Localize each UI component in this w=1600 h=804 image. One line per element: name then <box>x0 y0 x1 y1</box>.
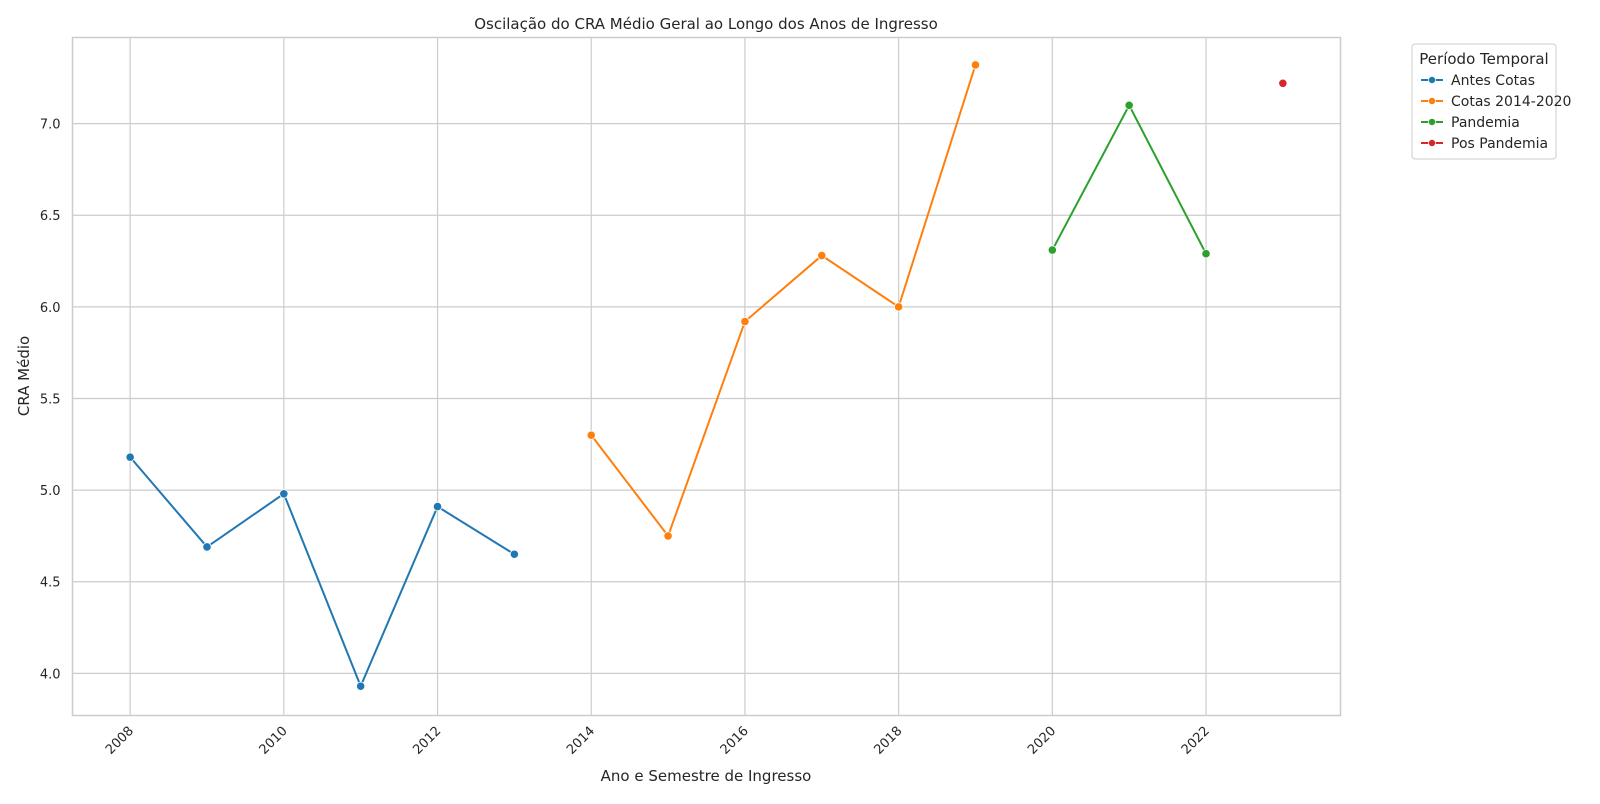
plot-frame <box>71 36 1342 717</box>
legend-label: Antes Cotas <box>1451 73 1535 89</box>
legend-item: Pos Pandemia <box>1421 136 1548 152</box>
data-point <box>970 60 981 70</box>
data-point <box>279 489 289 499</box>
y-tick-label: 7.0 <box>40 118 61 133</box>
data-point <box>356 681 366 691</box>
legend-marker <box>1428 118 1436 126</box>
x-tick-label: 2020 <box>1025 724 1059 758</box>
grid <box>72 37 1341 716</box>
legend-label: Cotas 2014-2020 <box>1451 94 1571 110</box>
x-tick-label: 2014 <box>564 724 598 758</box>
x-axis-label: Ano e Semestre de Ingresso <box>601 767 812 785</box>
series-line <box>129 456 515 689</box>
legend-marker <box>1428 97 1436 105</box>
series-layer <box>125 60 1288 691</box>
legend-item: Cotas 2014-2020 <box>1421 94 1571 110</box>
series-line <box>590 64 977 538</box>
data-point <box>202 542 212 552</box>
y-tick-label: 5.0 <box>40 484 61 499</box>
series-line <box>1051 103 1207 255</box>
data-point <box>894 302 904 312</box>
y-tick-label: 6.5 <box>40 209 61 224</box>
series-antes-cotas <box>125 452 519 691</box>
legend-marker <box>1428 76 1436 84</box>
data-point <box>432 502 443 512</box>
legend-marker <box>1428 139 1436 147</box>
tick-labels: 2008 2010 2012 2014 2016 2018 2020 2022 4.0 4.5 5.… <box>40 118 1213 758</box>
data-point <box>1278 78 1288 88</box>
data-point <box>1047 245 1057 255</box>
data-point <box>1201 249 1211 259</box>
y-tick-label: 6.0 <box>40 301 61 316</box>
legend-label: Pos Pandemia <box>1451 136 1548 152</box>
x-tick-label: 2022 <box>1179 724 1213 758</box>
legend-item: Antes Cotas <box>1421 73 1535 89</box>
data-point <box>817 250 827 261</box>
legend-item: Pandemia <box>1421 115 1520 131</box>
legend-title: Período Temporal <box>1419 50 1548 68</box>
legend-items: Antes Cotas Cotas 2014-2020 Pandemia Pos Pa… <box>1421 73 1571 152</box>
series-pandemia <box>1047 100 1211 259</box>
legend-box <box>1411 43 1557 160</box>
y-tick-label: 5.5 <box>40 392 61 407</box>
data-point <box>125 452 135 462</box>
y-axis-label: CRA Médio <box>15 336 33 416</box>
data-point <box>1124 100 1134 110</box>
legend-label: Pandemia <box>1451 115 1520 131</box>
data-point <box>663 531 673 541</box>
y-tick-label: 4.0 <box>40 667 61 682</box>
x-tick-label: 2012 <box>410 724 444 758</box>
series-cotas-2014-2020 <box>586 60 981 541</box>
y-tick-label: 4.5 <box>40 576 61 591</box>
x-tick-label: 2016 <box>718 724 752 758</box>
x-tick-label: 2010 <box>257 724 291 758</box>
data-point <box>586 430 596 440</box>
data-point <box>509 549 519 559</box>
data-point <box>740 316 750 327</box>
chart-title: Oscilação do CRA Médio Geral ao Longo do… <box>474 15 938 33</box>
series-pos-pandemia <box>1278 78 1288 88</box>
x-tick-label: 2008 <box>103 724 137 758</box>
legend: Período Temporal Antes Cotas Cotas 2014-2… <box>1411 43 1571 160</box>
x-tick-label: 2018 <box>871 724 905 758</box>
